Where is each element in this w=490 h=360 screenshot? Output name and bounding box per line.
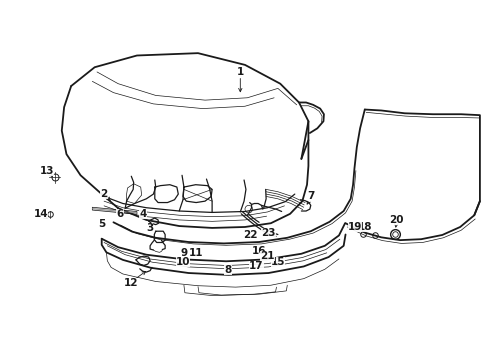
Text: 14: 14	[33, 209, 48, 219]
Text: 15: 15	[270, 257, 285, 267]
Text: 9: 9	[180, 248, 188, 258]
Text: 18: 18	[358, 222, 372, 232]
Text: 23: 23	[261, 228, 276, 238]
Polygon shape	[92, 207, 137, 214]
Text: 16: 16	[252, 246, 267, 256]
Text: 22: 22	[244, 230, 258, 240]
Text: 17: 17	[249, 261, 264, 270]
Text: 4: 4	[139, 209, 147, 219]
Text: 1: 1	[237, 67, 244, 77]
Text: 8: 8	[224, 265, 232, 275]
Text: 20: 20	[390, 215, 404, 225]
Text: 6: 6	[117, 209, 123, 219]
Text: 11: 11	[189, 248, 203, 258]
Text: 10: 10	[176, 257, 190, 267]
Text: 21: 21	[260, 251, 275, 261]
Text: 13: 13	[40, 166, 54, 176]
Text: 2: 2	[100, 189, 108, 199]
Text: 3: 3	[146, 223, 153, 233]
Text: 19: 19	[348, 222, 362, 232]
Text: 5: 5	[98, 219, 106, 229]
Text: 12: 12	[123, 278, 138, 288]
Text: 7: 7	[307, 192, 315, 202]
